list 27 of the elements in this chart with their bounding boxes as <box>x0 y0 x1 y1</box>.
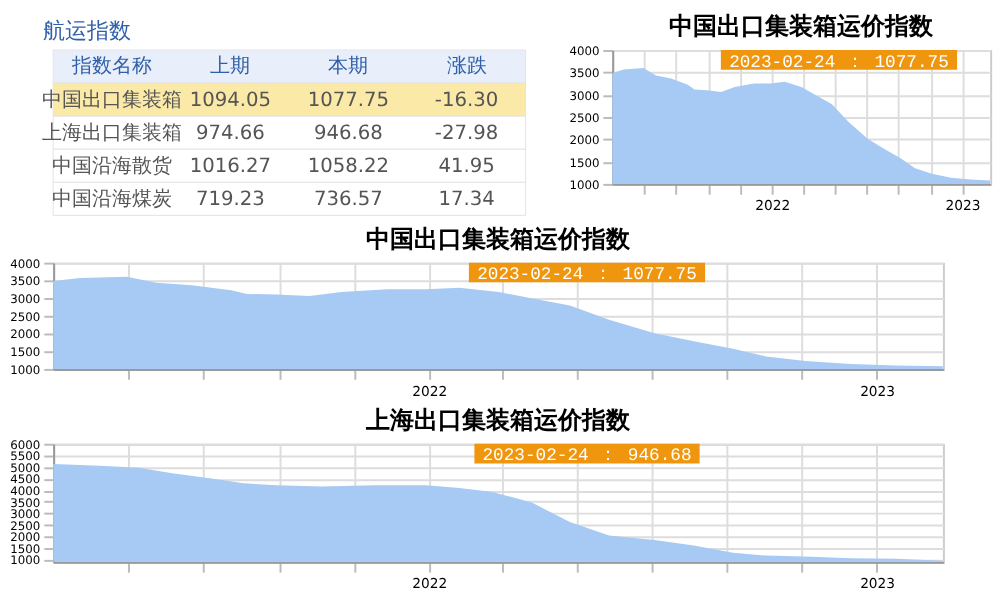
text: 946.68 <box>314 122 383 145</box>
category-label: 指数名称 <box>70 54 153 79</box>
category-label: 中国沿海煤炭 <box>52 188 173 211</box>
text: -27.98 <box>434 122 499 145</box>
text: 974.66 <box>195 122 265 145</box>
category-label: 中国出口集装箱 <box>42 89 183 112</box>
chart-title: 中国出口集装箱运价指数 <box>669 12 936 41</box>
text: 41.95 <box>438 155 495 178</box>
chart-title: 中国出口集装箱运价指数 <box>366 224 633 253</box>
category-label: 上期 <box>210 54 251 79</box>
text: 1094.05 <box>189 89 271 112</box>
text: 736.57 <box>314 188 383 211</box>
text: 1058.22 <box>307 155 390 178</box>
annotation: 2023-02-24 ： 946.68 <box>482 446 692 467</box>
annotation: 2023-02-24 ： 1077.75 <box>477 265 697 286</box>
text: 17.34 <box>438 188 495 211</box>
annotation: 2023-02-24 ： 1077.75 <box>729 52 949 73</box>
text: 1077.75 <box>307 89 390 112</box>
category-label: 涨跌 <box>446 54 487 79</box>
text: 719.23 <box>195 188 265 211</box>
category-label: 本期 <box>328 54 369 79</box>
category-label: 上海出口集装箱 <box>42 122 183 145</box>
chart-title: 上海出口集装箱运价指数 <box>364 405 633 434</box>
text: -16.30 <box>434 89 499 112</box>
category-label: 中国沿海散货 <box>52 155 173 178</box>
text: 航运指数 <box>43 17 132 44</box>
text: 1016.27 <box>189 155 271 178</box>
